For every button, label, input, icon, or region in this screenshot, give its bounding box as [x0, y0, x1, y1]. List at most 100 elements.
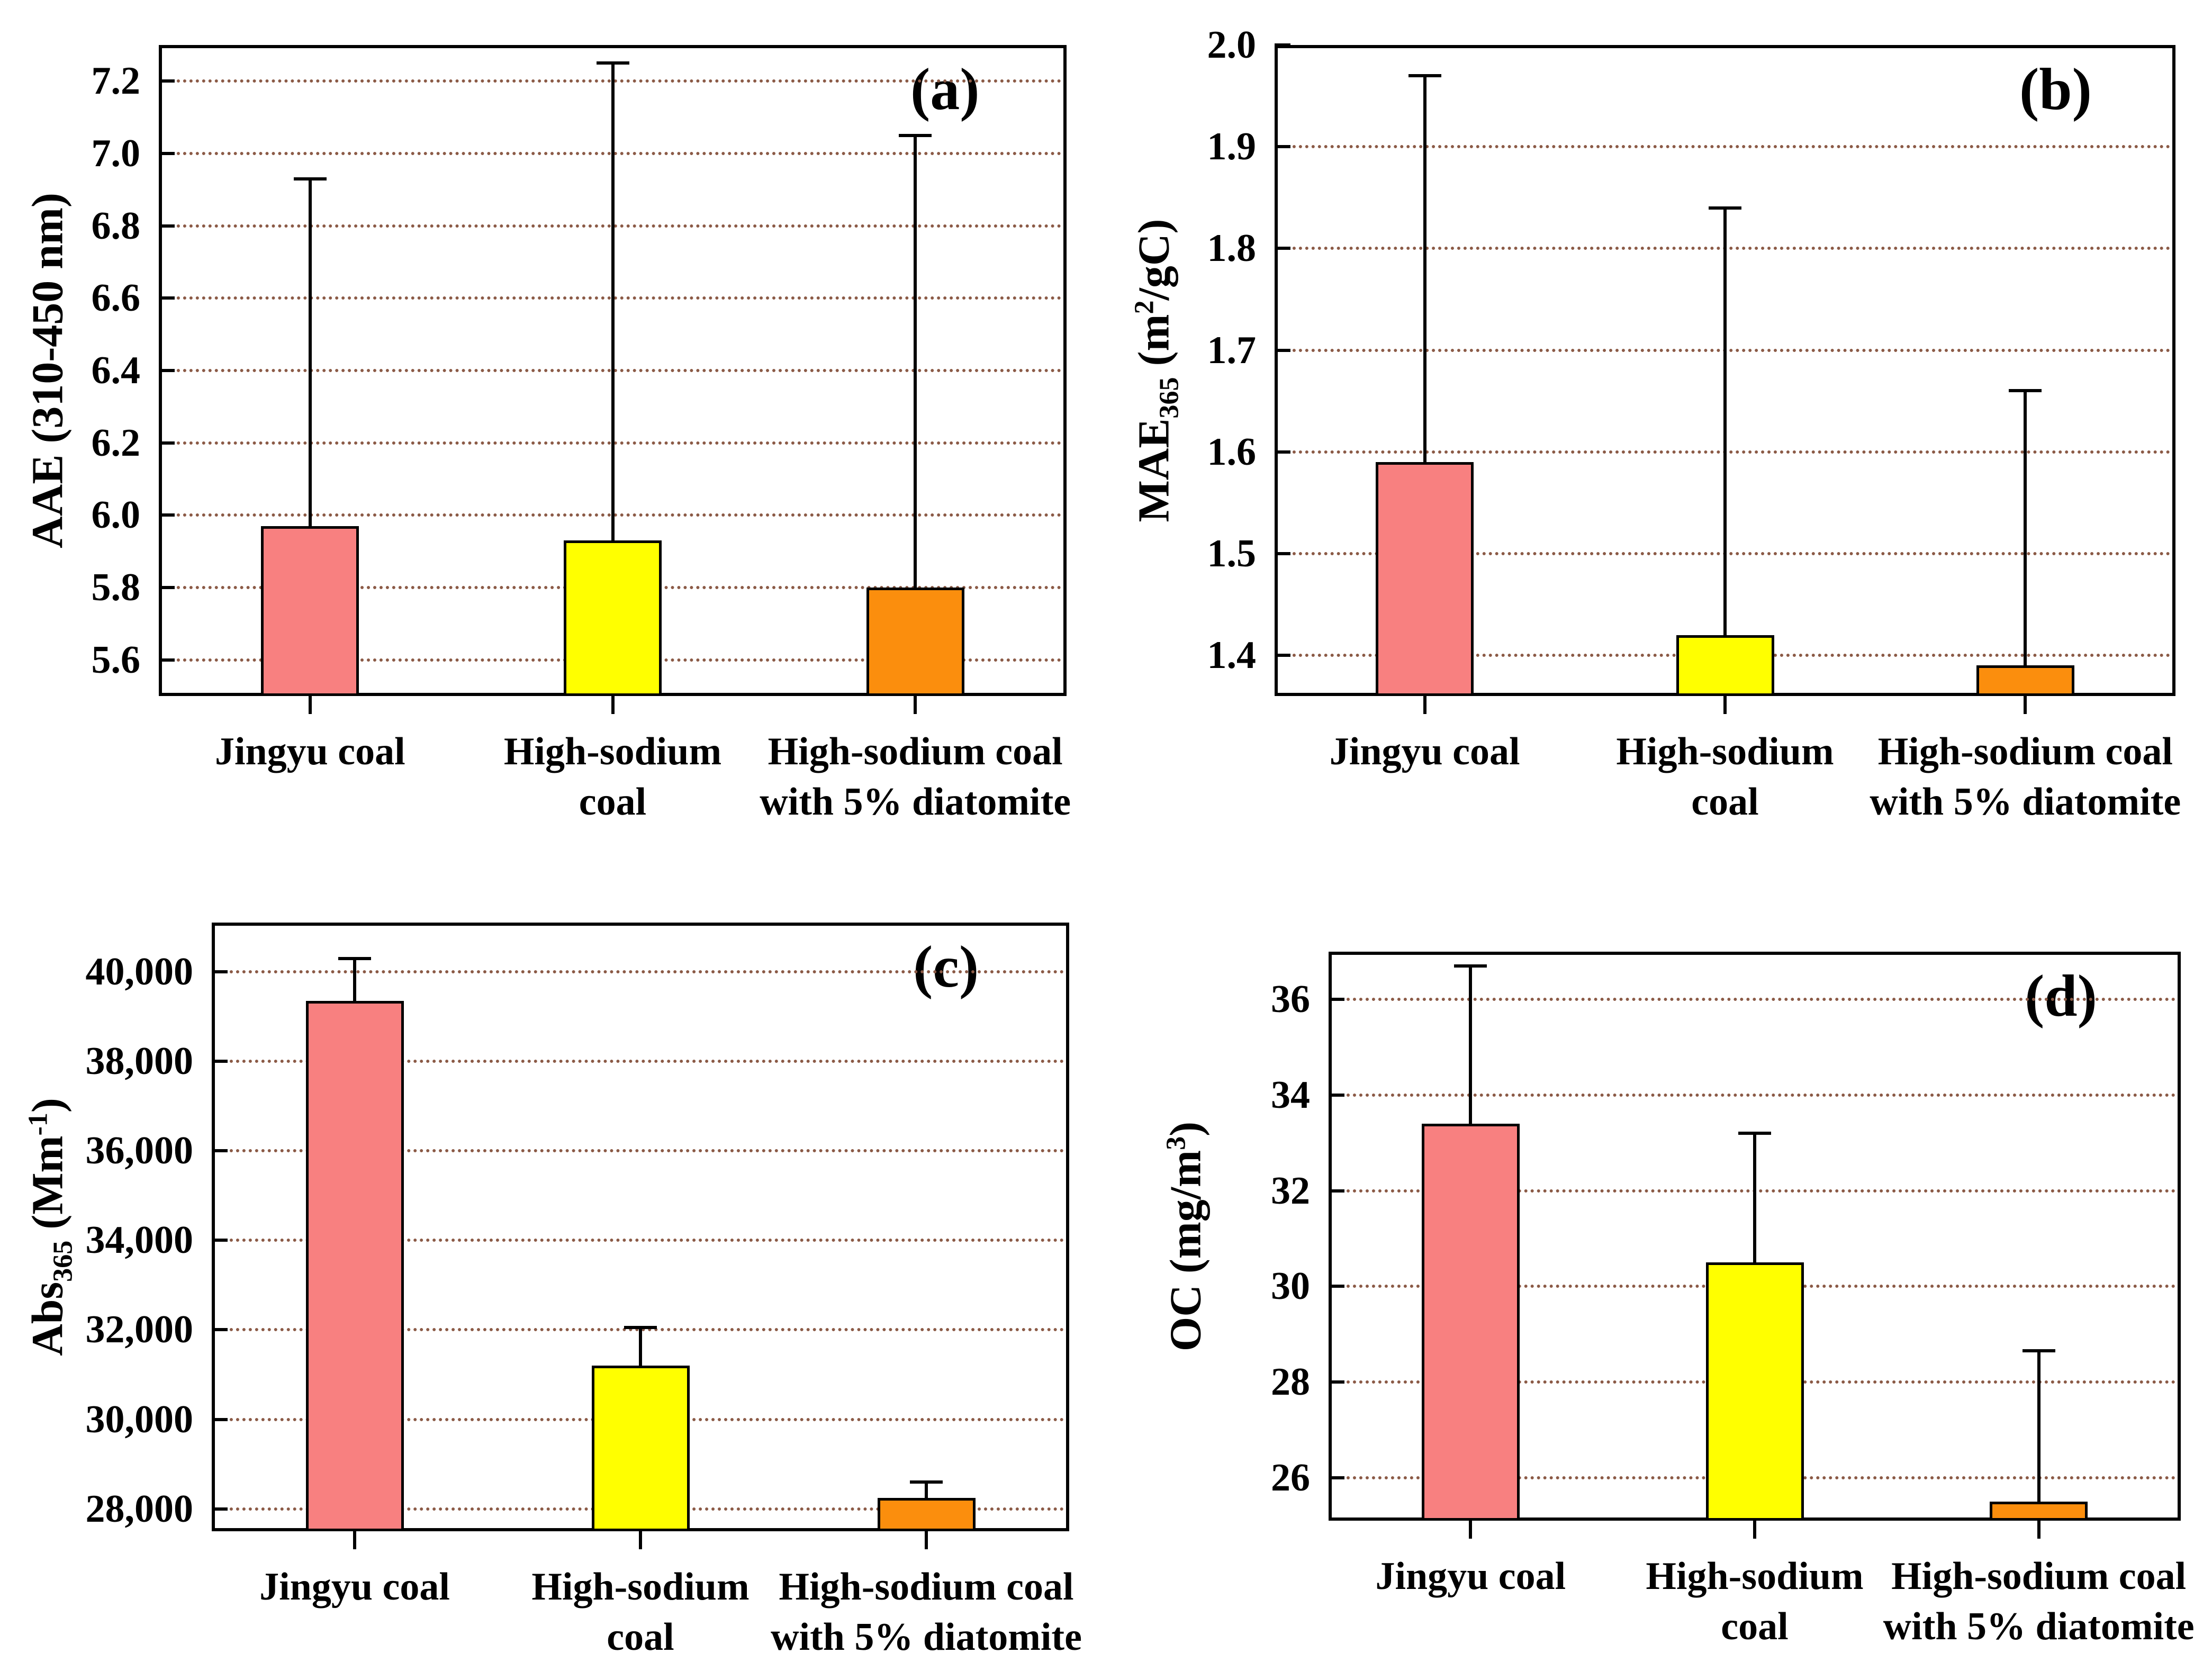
bar-high-sodium-coal-with-5-diatomite [877, 1497, 976, 1531]
x-category-label-line: with 5% diatomite [1870, 780, 2181, 824]
x-category-label: High-sodium coal [364, 727, 862, 827]
y-axis-tick [212, 1507, 228, 1511]
y-tick-label: 30,000 [85, 1397, 194, 1441]
y-axis-tick [212, 1417, 228, 1421]
error-bar-line [353, 958, 356, 1001]
y-axis-tick [1275, 43, 1290, 47]
y-axis-tick [1329, 1380, 1344, 1384]
y-axis-tick [1329, 998, 1344, 1001]
y-tick-label: 34,000 [85, 1218, 194, 1262]
bar-high-sodium-coal-with-5-diatomite [866, 588, 964, 696]
x-category-label-line: Jingyu coal [1329, 730, 1520, 773]
gridline [1280, 145, 2170, 149]
y-axis-tick [159, 658, 175, 662]
x-category-label: High-sodium coal with 5% diatomite [666, 727, 1164, 827]
gridline [1334, 1094, 2175, 1097]
y-axis-tick [159, 369, 175, 372]
x-category-label-line: Jingyu coal [214, 730, 405, 773]
y-tick-label: 7.2 [91, 59, 141, 103]
x-axis-tick [1753, 1521, 1756, 1539]
error-bar-line [1723, 207, 1727, 635]
y-axis-tick [159, 79, 175, 83]
bar-high-sodium-coal [564, 540, 662, 696]
x-category-label-line: Jingyu coal [259, 1565, 450, 1609]
error-bar-line [2037, 1351, 2041, 1502]
y-axis-tick [212, 1149, 228, 1153]
bar-high-sodium-coal-with-5-diatomite [1976, 665, 2074, 696]
y-tick-label: 32,000 [85, 1308, 194, 1352]
y-axis-tick [212, 1328, 228, 1332]
error-bar-line [925, 1482, 928, 1498]
y-tick-label: 34 [1271, 1073, 1310, 1117]
y-axis-title-segment: ) [23, 1098, 73, 1113]
bar-jingyu-coal [261, 526, 359, 696]
x-axis-tick [2024, 696, 2027, 714]
x-axis-tick [1723, 696, 1727, 714]
panel-b: (b) MAE365 (m2/gC) 1.4 1.5 1.6 1.7 1.8 1.9 2.0… [1106, 0, 2212, 830]
y-tick-label: 6.8 [91, 204, 141, 248]
bar-high-sodium-coal-with-5-diatomite [1990, 1501, 2088, 1521]
y-axis-tick [212, 1060, 228, 1063]
y-axis-tick [1275, 247, 1290, 250]
y-axis-title-d: OC (mg/m3) [1160, 1121, 1212, 1351]
x-category-label-line: High-sodium [1646, 1555, 1864, 1598]
panel-a: (a) AAE (310-450 nm) 5.6 5.8 6.0 6.2 6.4 6.6 6… [0, 0, 1106, 830]
y-tick-label: 1.7 [1207, 328, 1257, 372]
y-axis-tick [1329, 1094, 1344, 1097]
error-bar-cap [293, 177, 327, 180]
x-category-label-line: High-sodium coal [768, 730, 1063, 773]
y-tick-label: 1.6 [1207, 430, 1257, 474]
y-tick-label: 1.4 [1207, 634, 1257, 678]
x-category-label-line: with 5% diatomite [760, 780, 1071, 824]
error-bar-line [914, 135, 917, 588]
gridline [217, 1060, 1064, 1063]
y-tick-label: 5.6 [91, 638, 141, 682]
error-bar-line [1753, 1133, 1756, 1263]
error-bar-line [1423, 75, 1426, 462]
y-axis-tick [212, 970, 228, 973]
x-category-label-line: coal [607, 1615, 674, 1659]
panel-letter-b: (b) [2019, 57, 2092, 122]
x-axis-tick [1423, 696, 1426, 714]
x-axis-tick [308, 696, 312, 714]
y-axis-title-segment: 365 [1154, 377, 1185, 419]
x-category-label-line: High-sodium coal [1877, 730, 2173, 773]
x-category-label: High-sodium coal with 5% diatomite [678, 1562, 1175, 1662]
error-bar-line [308, 178, 312, 526]
y-tick-label: 26 [1271, 1456, 1310, 1500]
panel-letter-c: (c) [913, 934, 979, 1000]
error-bar-cap [899, 133, 932, 137]
y-axis-title-segment: 3 [1161, 1136, 1191, 1150]
error-bar-line [1469, 966, 1473, 1124]
error-bar-cap [338, 956, 371, 960]
x-category-label-line: High-sodium [503, 730, 722, 773]
panel-letter-d: (d) [2025, 963, 2097, 1029]
error-bar-cap [2022, 1349, 2055, 1353]
y-axis-tick [1329, 1476, 1344, 1479]
error-bar-cap [910, 1480, 943, 1484]
y-tick-label: 6.6 [91, 276, 141, 320]
y-axis-tick [1275, 145, 1290, 149]
error-bar-cap [1738, 1132, 1771, 1135]
x-category-label-line: High-sodium coal [779, 1565, 1074, 1609]
bar-high-sodium-coal [1676, 635, 1774, 696]
y-axis-tick [159, 224, 175, 228]
x-category-label: Jingyu coal [106, 1562, 603, 1612]
x-axis-tick [353, 1531, 356, 1549]
gridline [217, 970, 1064, 973]
gridline [217, 1149, 1064, 1153]
error-bar-line [611, 63, 615, 541]
y-tick-label: 30 [1271, 1264, 1310, 1308]
x-category-label: High-sodium coal with 5% diatomite [1790, 1551, 2212, 1651]
x-category-label-line: with 5% diatomite [1883, 1604, 2195, 1648]
y-tick-label: 2.0 [1207, 23, 1257, 67]
x-category-label: Jingyu coal [61, 727, 559, 777]
error-bar-cap [1709, 206, 1741, 210]
x-category-label-line: coal [579, 780, 647, 824]
y-tick-label: 32 [1271, 1169, 1310, 1213]
y-axis-tick [159, 296, 175, 300]
bar-high-sodium-coal [1705, 1262, 1804, 1521]
gridline [217, 1239, 1064, 1242]
y-tick-label: 1.8 [1207, 227, 1257, 270]
x-category-label: High-sodium coal [1476, 727, 1974, 827]
